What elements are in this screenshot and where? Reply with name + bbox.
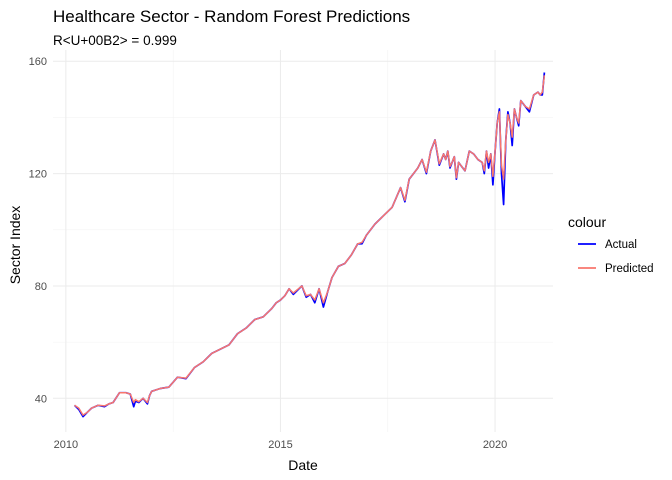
x-tick-label: 2015 xyxy=(268,439,292,451)
y-tick-label: 80 xyxy=(35,281,47,293)
tick-labels: 2010 2015 2020 40 80 120 160 xyxy=(29,56,508,451)
series-lines xyxy=(73,72,546,418)
legend-label-predicted: Predicted xyxy=(605,263,654,275)
y-tick-label: 120 xyxy=(29,169,47,181)
legend-label-actual: Actual xyxy=(605,239,637,251)
chart-title: Healthcare Sector - Random Forest Predic… xyxy=(53,7,410,26)
series-line-predicted xyxy=(74,75,546,416)
chart-subtitle: R<U+00B2> = 0.999 xyxy=(53,33,177,48)
x-axis-label: Date xyxy=(288,457,318,473)
legend-title: colour xyxy=(568,214,606,230)
y-tick-label: 160 xyxy=(29,56,47,68)
x-tick-label: 2010 xyxy=(54,439,78,451)
x-tick-label: 2020 xyxy=(483,439,507,451)
y-axis-label: Sector Index xyxy=(7,206,23,285)
grid xyxy=(53,50,553,432)
y-tick-label: 40 xyxy=(35,393,47,405)
legend: colour Actual Predicted xyxy=(568,214,654,275)
